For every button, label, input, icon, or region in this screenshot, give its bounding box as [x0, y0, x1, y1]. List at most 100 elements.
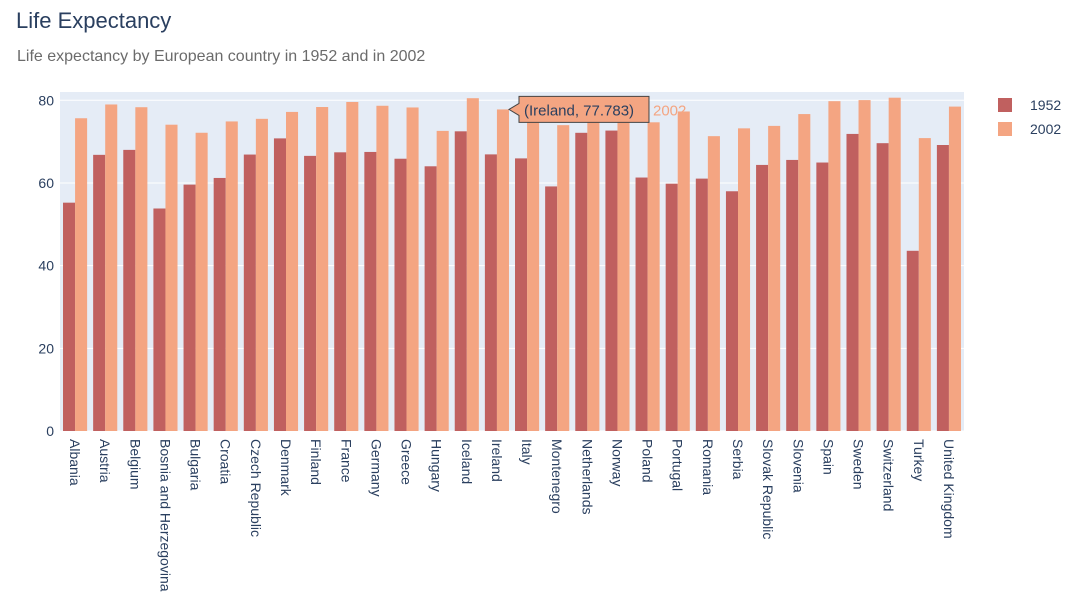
bar-2002-united-kingdom[interactable]	[948, 106, 961, 431]
bar-1952-spain[interactable]	[816, 162, 829, 431]
y-tick-label: 20	[38, 340, 54, 356]
gridlines	[60, 99, 964, 432]
bar-1952-montenegro[interactable]	[545, 186, 558, 431]
bar-1952-romania[interactable]	[695, 178, 708, 431]
bar-2002-austria[interactable]	[105, 104, 118, 432]
bar-2002-slovak-republic[interactable]	[768, 125, 781, 432]
bar-2002-netherlands[interactable]	[587, 106, 600, 431]
x-tick-label: Serbia	[730, 439, 746, 480]
x-tick-label: France	[338, 439, 354, 483]
x-tick-label: Czech Republic	[248, 439, 264, 537]
y-axis: 0 20 40 60 80	[38, 92, 54, 439]
x-tick-label: Montenegro	[549, 439, 565, 514]
bar-1952-denmark[interactable]	[273, 138, 286, 431]
bar-1952-iceland[interactable]	[454, 131, 467, 431]
bar-2002-belgium[interactable]	[135, 107, 148, 432]
bar-2002-sweden[interactable]	[858, 100, 871, 431]
chart-title: Life Expectancy	[16, 8, 172, 33]
bar-1952-germany[interactable]	[364, 151, 377, 431]
bar-2002-germany[interactable]	[376, 105, 389, 431]
bar-1952-slovenia[interactable]	[786, 159, 799, 432]
bar-2002-spain[interactable]	[828, 101, 841, 432]
bar-2002-bulgaria[interactable]	[195, 132, 208, 431]
bar-2002-poland[interactable]	[647, 122, 660, 432]
bar-2002-denmark[interactable]	[286, 111, 299, 432]
bar-1952-hungary[interactable]	[424, 166, 437, 432]
plot-area	[60, 92, 964, 431]
x-tick-label: Belgium	[127, 439, 143, 490]
legend-label: 2002	[1030, 121, 1061, 137]
x-tick-label: Hungary	[429, 439, 445, 492]
bar-2002-turkey[interactable]	[918, 138, 931, 431]
bar-1952-serbia[interactable]	[725, 191, 738, 431]
bar-1952-italy[interactable]	[515, 158, 528, 431]
bar-1952-norway[interactable]	[605, 130, 618, 431]
bar-1952-bosnia-and-herzegovina[interactable]	[153, 208, 166, 431]
tooltip-series-label: 2002	[653, 102, 686, 119]
bar-1952-ireland[interactable]	[484, 154, 497, 431]
hover-tooltip: (Ireland, 77.783) 2002	[508, 95, 686, 123]
bar-1952-austria[interactable]	[93, 154, 106, 431]
x-tick-label: Iceland	[459, 439, 475, 484]
bar-1952-finland[interactable]	[304, 155, 317, 431]
bar-2002-croatia[interactable]	[225, 121, 238, 431]
bar-2002-bosnia-and-herzegovina[interactable]	[165, 124, 178, 431]
legend-item-1952[interactable]: 1952	[998, 97, 1061, 113]
x-tick-label: Slovak Republic	[760, 439, 776, 539]
bar-2002-hungary[interactable]	[436, 130, 449, 431]
x-tick-label: United Kingdom	[941, 439, 957, 539]
bar-1952-united-kingdom[interactable]	[936, 144, 949, 431]
bar-1952-albania[interactable]	[63, 202, 76, 431]
bar-1952-belgium[interactable]	[123, 149, 136, 431]
bar-2002-france[interactable]	[346, 101, 359, 432]
x-tick-label: Netherlands	[579, 439, 595, 515]
x-tick-label: Bosnia and Herzegovina	[157, 439, 173, 592]
bar-1952-poland[interactable]	[635, 177, 648, 431]
bar-2002-albania[interactable]	[75, 118, 88, 431]
bar-2002-slovenia[interactable]	[798, 114, 811, 431]
bar-2002-montenegro[interactable]	[557, 125, 570, 431]
bar-2002-ireland[interactable]	[496, 109, 509, 432]
x-tick-label: Spain	[820, 439, 836, 475]
y-tick-label: 80	[38, 92, 54, 108]
y-tick-label: 0	[46, 423, 54, 439]
bar-1952-slovak-republic[interactable]	[756, 164, 769, 432]
bar-1952-bulgaria[interactable]	[183, 184, 196, 431]
x-tick-label: Ireland	[489, 439, 505, 482]
bar-2002-iceland[interactable]	[466, 98, 479, 431]
x-tick-label: Portugal	[670, 439, 686, 491]
x-tick-label: Poland	[640, 439, 656, 483]
bar-2002-greece[interactable]	[406, 107, 419, 432]
x-tick-label: Turkey	[911, 439, 927, 481]
bar-2002-finland[interactable]	[316, 107, 329, 431]
legend-swatch	[998, 122, 1012, 136]
x-tick-label: Norway	[609, 439, 625, 486]
bar-1952-france[interactable]	[334, 152, 347, 431]
x-tick-label: Romania	[700, 439, 716, 495]
bar-1952-portugal[interactable]	[665, 183, 678, 431]
bar-2002-romania[interactable]	[707, 136, 720, 431]
legend-label: 1952	[1030, 97, 1061, 113]
bar-1952-switzerland[interactable]	[876, 143, 889, 431]
bar-1952-croatia[interactable]	[213, 177, 226, 431]
bar-2002-italy[interactable]	[527, 99, 540, 432]
y-tick-label: 60	[38, 175, 54, 191]
x-tick-label: Denmark	[278, 439, 294, 497]
legend-item-2002[interactable]: 2002	[998, 121, 1061, 137]
legend[interactable]: 1952 2002	[998, 97, 1061, 137]
bar-1952-sweden[interactable]	[846, 133, 859, 432]
bar-1952-turkey[interactable]	[906, 250, 919, 431]
x-tick-label: Bulgaria	[188, 439, 204, 491]
bar-2002-portugal[interactable]	[677, 111, 690, 431]
bar-2002-norway[interactable]	[617, 104, 630, 431]
bar-2002-czech-republic[interactable]	[255, 118, 268, 431]
bar-2002-switzerland[interactable]	[888, 97, 901, 431]
bars	[63, 97, 961, 432]
bar-2002-serbia[interactable]	[738, 128, 751, 431]
bar-1952-czech-republic[interactable]	[243, 154, 256, 432]
bar-1952-greece[interactable]	[394, 158, 407, 431]
tooltip-label: (Ireland, 77.783)	[524, 102, 634, 119]
bar-1952-netherlands[interactable]	[575, 132, 588, 432]
